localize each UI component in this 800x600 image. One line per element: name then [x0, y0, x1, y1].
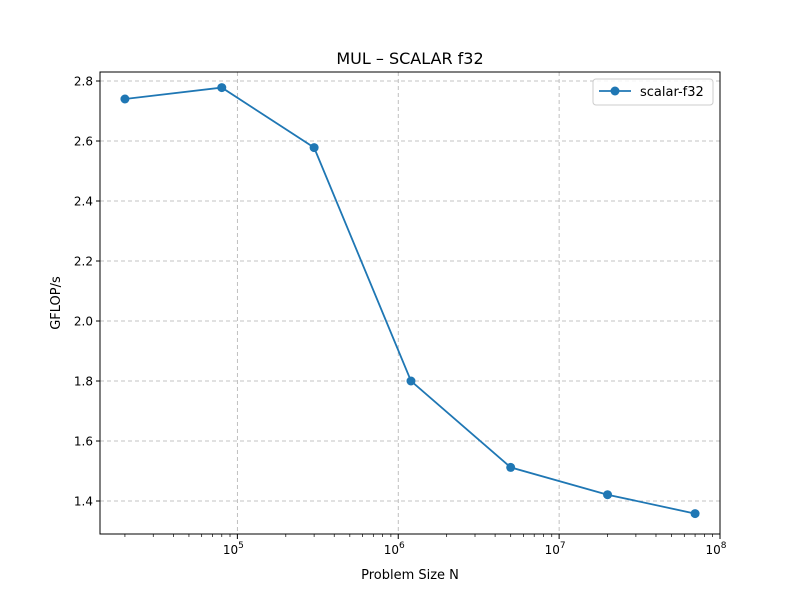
y-tick-label: 1.4	[74, 495, 93, 509]
legend-label: scalar-f32	[640, 85, 704, 100]
data-point	[217, 83, 227, 93]
legend: scalar-f32	[592, 78, 714, 106]
x-tick-label: 105	[223, 541, 244, 557]
x-tick-label: 106	[384, 541, 405, 557]
y-tick-label: 2.8	[74, 75, 93, 89]
y-tick-label: 2.4	[74, 195, 93, 209]
chart-title: MUL – SCALAR f32	[336, 49, 483, 68]
data-point	[120, 94, 130, 104]
legend-marker-swatch	[610, 86, 620, 96]
plot-frame	[99, 71, 721, 535]
x-tick-label: 107	[545, 541, 566, 557]
data-point	[309, 143, 319, 153]
y-tick-label: 1.8	[74, 375, 93, 389]
y-tick-label: 2.6	[74, 135, 93, 149]
y-tick-label: 2.0	[74, 315, 93, 329]
data-point	[603, 490, 613, 500]
x-axis-label: Problem Size N	[361, 568, 459, 583]
x-tick-label: 108	[705, 541, 726, 557]
y-tick-label: 1.6	[74, 435, 93, 449]
series-plot	[120, 83, 700, 519]
y-axis-ticks: 1.4 1.6 1.8 2.0 2.2 2.4 2.6 2.8	[74, 75, 100, 509]
x-axis-ticks: 105 106 107 108	[223, 534, 727, 557]
y-axis-label: GFLOP/s	[49, 276, 64, 330]
data-point	[690, 509, 700, 519]
data-point	[506, 462, 516, 472]
legend-box	[592, 78, 714, 106]
y-tick-label: 2.2	[74, 255, 93, 269]
data-point	[406, 376, 416, 386]
